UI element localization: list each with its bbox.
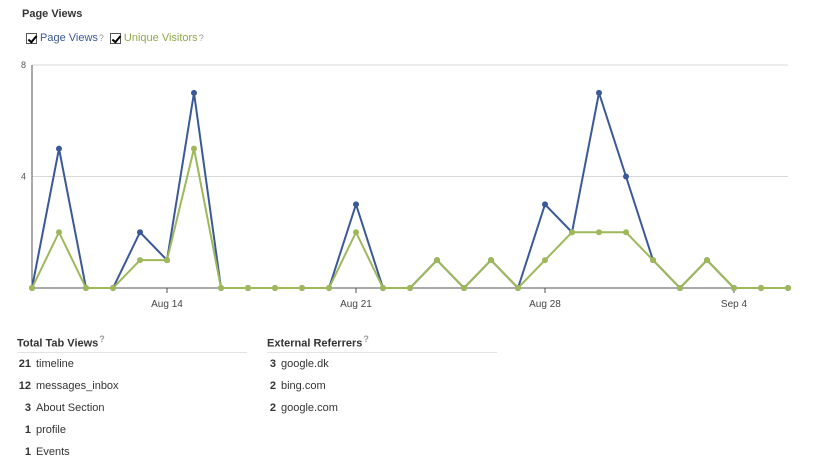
unique-visitors-checkbox[interactable] bbox=[109, 32, 121, 44]
unique-visitors-point bbox=[407, 285, 413, 291]
chart-title: Page Views bbox=[22, 8, 83, 20]
unique-visitors-point bbox=[83, 285, 89, 291]
referrer-count: 3 bbox=[269, 358, 276, 370]
referrers-title-text: External Referrers bbox=[267, 337, 363, 350]
tab-views-title-text: Total Tab Views bbox=[17, 337, 99, 350]
unique-visitors-point bbox=[380, 285, 386, 291]
unique-visitors-point bbox=[218, 285, 224, 291]
tab-views-row: 1 Events bbox=[17, 446, 70, 458]
tab-views-count: 3 bbox=[24, 402, 31, 414]
unique-visitors-point bbox=[29, 285, 35, 291]
unique-visitors-point bbox=[326, 285, 332, 291]
unique-visitors-point bbox=[461, 285, 467, 291]
unique-visitors-point bbox=[245, 285, 251, 291]
unique-visitors-point bbox=[191, 145, 197, 152]
x-tick-label: Aug 14 bbox=[151, 299, 183, 310]
unique-visitors-point bbox=[731, 285, 737, 291]
page-views-point bbox=[137, 229, 143, 236]
unique-visitors-help-icon[interactable]: ? bbox=[198, 33, 204, 43]
unique-visitors-line bbox=[31, 148, 788, 290]
tab-views-label: About Section bbox=[36, 402, 105, 414]
referrer-label: google.com bbox=[281, 402, 338, 414]
chart-legend: Page Views ? Unique Visitors ? bbox=[26, 32, 210, 44]
tab-views-row: 12 messages_inbox bbox=[17, 380, 119, 392]
referrer-label: bing.com bbox=[281, 380, 326, 392]
referrer-row: 2 bing.com bbox=[262, 380, 326, 392]
unique-visitors-point bbox=[110, 285, 116, 291]
unique-visitors-point bbox=[488, 257, 494, 264]
referrers-help-icon[interactable]: ? bbox=[363, 334, 369, 344]
unique-visitors-point bbox=[434, 257, 440, 264]
tab-views-label: messages_inbox bbox=[36, 380, 119, 392]
page-views-point bbox=[596, 89, 602, 96]
unique-visitors-point bbox=[596, 229, 602, 236]
y-tick-label: 8 bbox=[21, 60, 26, 70]
unique-visitors-label: Unique Visitors bbox=[123, 32, 198, 44]
unique-visitors-point bbox=[569, 229, 575, 236]
page-views-chart: 4 8 Aug 14 Aug 21 Aug 28 Sep 4 bbox=[21, 60, 791, 310]
unique-visitors-point bbox=[353, 229, 359, 236]
x-tick-label: Sep 4 bbox=[721, 299, 748, 310]
unique-visitors-point bbox=[542, 257, 548, 264]
tab-views-count: 21 bbox=[18, 358, 31, 370]
unique-visitors-point bbox=[272, 285, 278, 291]
page-views-help-icon[interactable]: ? bbox=[98, 33, 104, 43]
y-tick-label: 4 bbox=[21, 172, 26, 182]
tab-views-label: timeline bbox=[36, 358, 74, 370]
page-views-point bbox=[56, 145, 62, 152]
unique-visitors-point bbox=[677, 285, 683, 291]
referrer-row: 2 google.com bbox=[262, 402, 338, 414]
referrers-title: External Referrers? bbox=[267, 334, 369, 350]
page-views-line bbox=[31, 92, 788, 290]
unique-visitors-point bbox=[623, 229, 629, 236]
page-views-point bbox=[191, 89, 197, 96]
page-views-point bbox=[623, 173, 629, 180]
unique-visitors-point bbox=[164, 257, 170, 264]
referrer-count: 2 bbox=[269, 402, 276, 414]
referrer-label: google.dk bbox=[281, 358, 329, 370]
unique-visitors-point bbox=[650, 257, 656, 264]
x-tick-label: Aug 21 bbox=[340, 299, 372, 310]
unique-visitors-point bbox=[299, 285, 305, 291]
x-tick-label: Aug 28 bbox=[529, 299, 561, 310]
referrer-row: 3 google.dk bbox=[262, 358, 329, 370]
tab-views-row: 1 profile bbox=[17, 424, 66, 436]
referrer-count: 2 bbox=[269, 380, 276, 392]
tab-views-row: 3 About Section bbox=[17, 402, 105, 414]
page-views-point bbox=[353, 201, 359, 208]
unique-visitors-point bbox=[704, 257, 710, 264]
unique-visitors-point bbox=[137, 257, 143, 264]
page-views-checkbox[interactable] bbox=[26, 32, 37, 44]
page-views-point bbox=[542, 201, 548, 208]
unique-visitors-point bbox=[758, 285, 764, 291]
tab-views-label: profile bbox=[36, 424, 66, 436]
referrers-divider bbox=[267, 352, 497, 353]
legend-page-views[interactable]: Page Views ? bbox=[26, 32, 104, 44]
unique-visitors-point bbox=[515, 285, 521, 291]
unique-visitors-point bbox=[785, 285, 791, 291]
tab-views-row: 21 timeline bbox=[17, 358, 74, 370]
tab-views-divider bbox=[17, 352, 247, 353]
unique-visitors-point bbox=[56, 229, 62, 236]
tab-views-count: 12 bbox=[18, 380, 31, 392]
tab-views-title: Total Tab Views? bbox=[17, 334, 105, 350]
legend-unique-visitors[interactable]: Unique Visitors ? bbox=[109, 32, 204, 44]
tab-views-count: 1 bbox=[24, 446, 31, 458]
page-views-label: Page Views bbox=[40, 32, 98, 44]
tab-views-count: 1 bbox=[24, 424, 31, 436]
tab-views-label: Events bbox=[36, 446, 70, 458]
tab-views-help-icon[interactable]: ? bbox=[99, 334, 105, 344]
